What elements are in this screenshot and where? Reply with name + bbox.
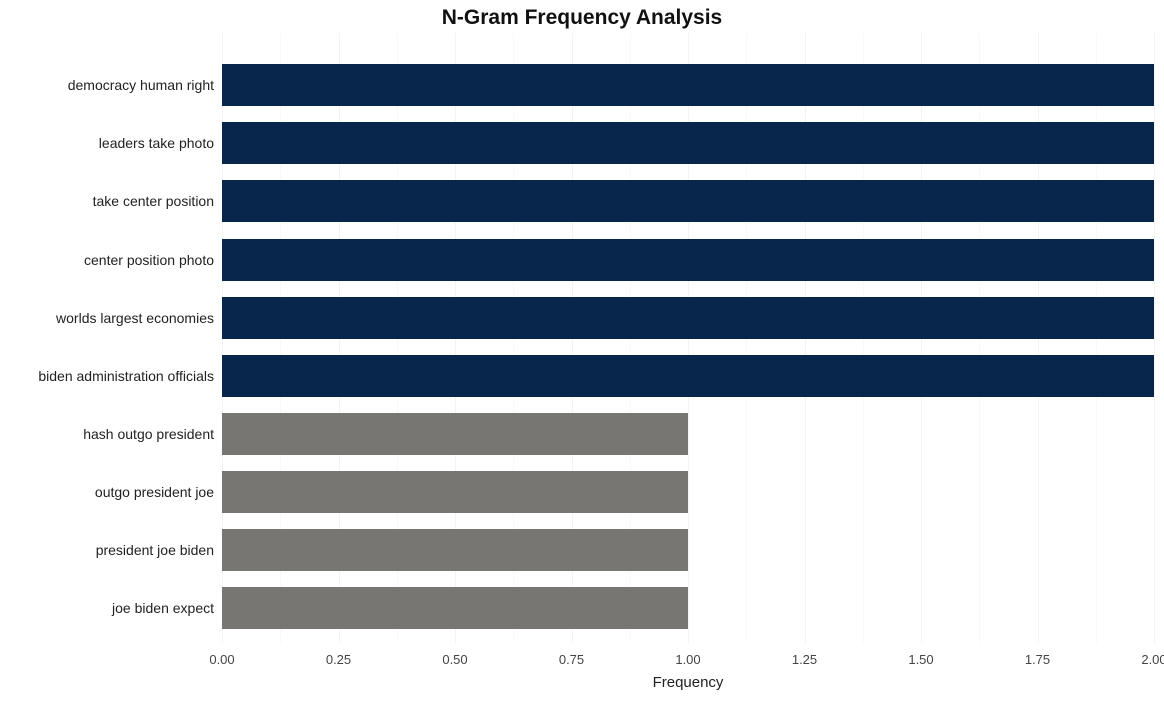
bar bbox=[222, 239, 1154, 281]
x-axis-tick-label: 1.50 bbox=[908, 652, 933, 667]
y-axis-tick-label: democracy human right bbox=[4, 78, 214, 92]
y-axis-tick-label: worlds largest economies bbox=[4, 311, 214, 325]
bar bbox=[222, 413, 688, 455]
x-axis-tick-label: 2.00 bbox=[1141, 652, 1164, 667]
x-axis-tick-label: 1.00 bbox=[675, 652, 700, 667]
y-axis-tick-label: president joe biden bbox=[4, 543, 214, 557]
y-axis-tick-label: leaders take photo bbox=[4, 136, 214, 150]
y-axis-tick-label: biden administration officials bbox=[4, 369, 214, 383]
x-axis-tick-label: 1.75 bbox=[1025, 652, 1050, 667]
bar bbox=[222, 471, 688, 513]
y-axis-tick-label: take center position bbox=[4, 194, 214, 208]
gridline-major bbox=[1154, 33, 1155, 643]
chart-title: N-Gram Frequency Analysis bbox=[0, 6, 1164, 30]
bar bbox=[222, 297, 1154, 339]
plot-area bbox=[222, 33, 1154, 643]
ngram-frequency-chart: N-Gram Frequency Analysis democracy huma… bbox=[0, 0, 1164, 701]
y-axis-tick-label: center position photo bbox=[4, 253, 214, 267]
bar bbox=[222, 355, 1154, 397]
bar bbox=[222, 180, 1154, 222]
bar bbox=[222, 587, 688, 629]
y-axis-tick-label: outgo president joe bbox=[4, 485, 214, 499]
y-axis-tick-label: hash outgo president bbox=[4, 427, 214, 441]
x-axis-tick-label: 0.75 bbox=[559, 652, 584, 667]
bar bbox=[222, 529, 688, 571]
x-axis-tick-label: 0.00 bbox=[209, 652, 234, 667]
x-axis-tick-label: 0.25 bbox=[326, 652, 351, 667]
bar bbox=[222, 122, 1154, 164]
x-axis-tick-label: 1.25 bbox=[792, 652, 817, 667]
bar bbox=[222, 64, 1154, 106]
x-axis-tick-label: 0.50 bbox=[442, 652, 467, 667]
x-axis-label: Frequency bbox=[222, 674, 1154, 691]
y-axis-tick-label: joe biden expect bbox=[4, 601, 214, 615]
